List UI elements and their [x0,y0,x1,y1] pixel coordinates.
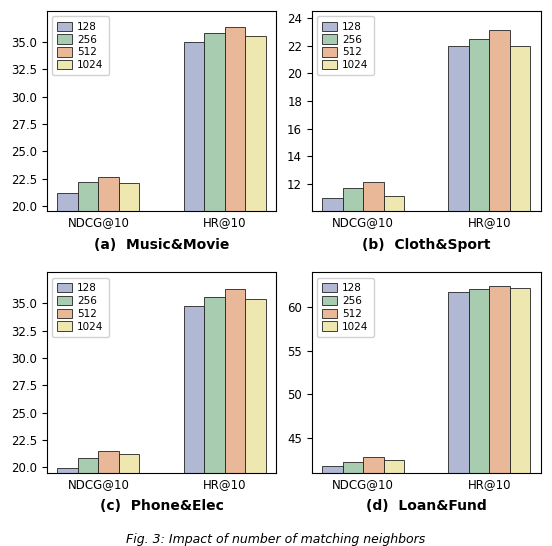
Bar [98,177,119,425]
Bar [204,33,225,425]
Bar [469,289,490,546]
Bar [245,36,266,425]
Bar [384,195,404,349]
Bar [119,454,140,546]
Bar [184,306,204,546]
Bar [510,46,530,349]
Bar [78,458,98,546]
Bar [448,46,469,349]
Bar [322,198,343,349]
Bar [490,286,510,546]
Legend: 128, 256, 512, 1024: 128, 256, 512, 1024 [317,16,374,75]
X-axis label: (b)  Cloth&Sport: (b) Cloth&Sport [362,238,491,252]
Bar [204,296,225,546]
Bar [225,289,245,546]
Bar [245,299,266,546]
Bar [363,457,384,546]
Bar [184,42,204,425]
Bar [384,460,404,546]
Text: Fig. 3: Impact of number of matching neighbors: Fig. 3: Impact of number of matching nei… [126,533,426,546]
Bar [363,182,384,349]
X-axis label: (a)  Music&Movie: (a) Music&Movie [94,238,229,252]
X-axis label: (d)  Loan&Fund: (d) Loan&Fund [366,499,487,513]
Bar [57,468,78,546]
Bar [469,39,490,349]
Bar [119,183,140,425]
Bar [322,466,343,546]
Legend: 128, 256, 512, 1024: 128, 256, 512, 1024 [52,16,109,75]
Legend: 128, 256, 512, 1024: 128, 256, 512, 1024 [317,278,374,337]
X-axis label: (c)  Phone&Elec: (c) Phone&Elec [99,499,224,513]
Bar [78,182,98,425]
Bar [343,461,363,546]
Bar [448,292,469,546]
Bar [490,31,510,349]
Bar [343,188,363,349]
Bar [57,193,78,425]
Bar [225,27,245,425]
Bar [98,451,119,546]
Bar [510,288,530,546]
Legend: 128, 256, 512, 1024: 128, 256, 512, 1024 [52,278,109,337]
